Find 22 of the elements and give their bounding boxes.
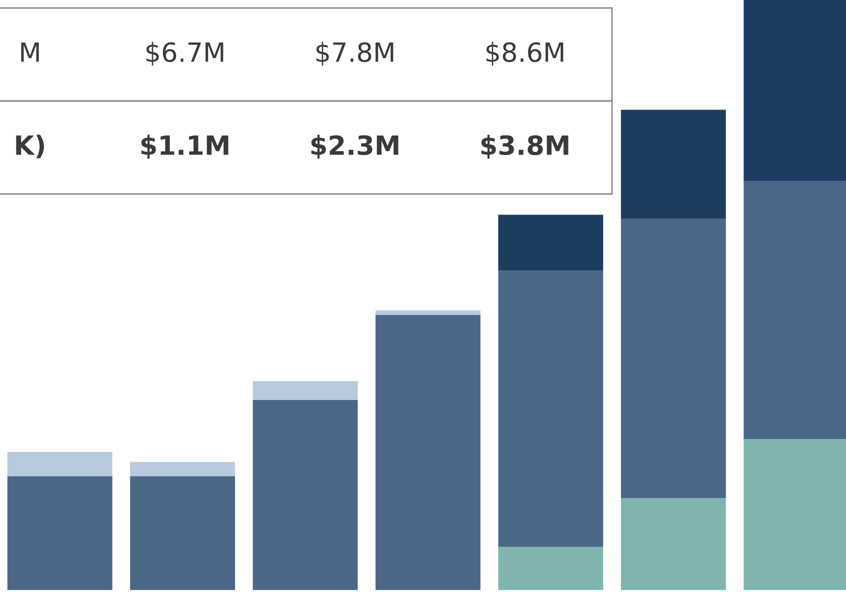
annotation: $2.3M	[311, 134, 398, 159]
bar	[620, 110, 726, 219]
annotation: K)	[16, 134, 44, 158]
annotation: M	[21, 42, 39, 62]
bar	[376, 310, 480, 316]
annotation: $1.1M	[141, 134, 228, 159]
bar	[130, 462, 236, 476]
bar	[252, 381, 358, 400]
bar	[620, 218, 726, 498]
bar	[620, 498, 726, 590]
bar	[498, 270, 604, 547]
annotation: $6.7M	[146, 42, 224, 66]
bar	[130, 476, 236, 590]
bar	[498, 546, 604, 590]
annotation: $8.6M	[486, 42, 564, 66]
bar	[376, 315, 480, 590]
annotation: $7.8M	[316, 42, 394, 66]
bar	[7, 476, 112, 590]
bar	[498, 214, 604, 271]
annotation: $3.8M	[481, 134, 568, 159]
bar	[7, 452, 112, 476]
bar	[252, 400, 358, 590]
